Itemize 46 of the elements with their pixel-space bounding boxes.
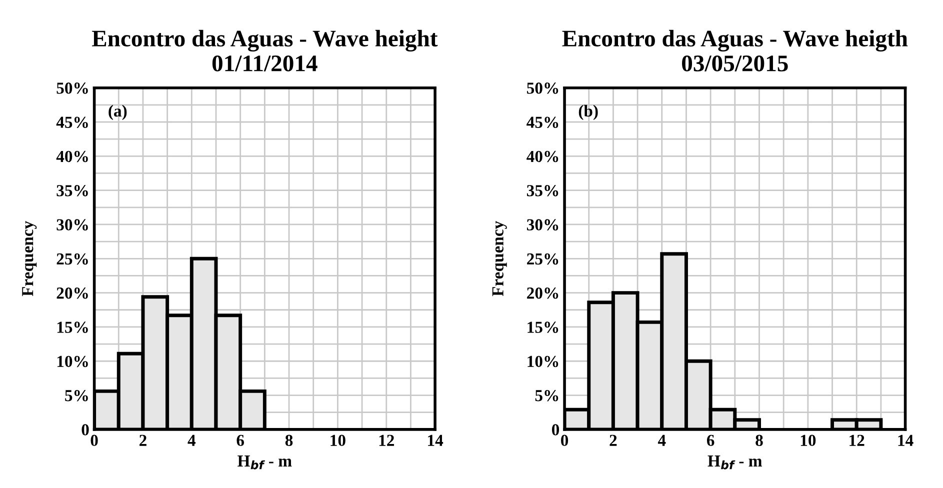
annotation: (b) — [578, 104, 598, 120]
x-tick-label: 14 — [898, 434, 914, 446]
y-tick-label: 50% — [56, 82, 88, 94]
x-tick-label: 12 — [850, 434, 864, 446]
y-tick-label: 35% — [526, 185, 558, 196]
y-tick-label: 40% — [526, 150, 558, 162]
y-tick-label: 10% — [528, 356, 558, 368]
y-tick-label: 10% — [57, 356, 88, 368]
y-tick-label: 15% — [57, 322, 88, 333]
y-tick-label: 25% — [56, 253, 88, 265]
annotation: (a) — [108, 104, 127, 120]
x-tick-label: 14 — [428, 434, 444, 446]
y-axis-title: Frequency — [492, 220, 507, 296]
y-tick-label: 20% — [527, 288, 558, 299]
chart-title: Encontro das Aguas - Wave heigth 03/05/2015 — [562, 30, 908, 72]
x-tick-label: 4 — [658, 434, 666, 446]
x-tick-label: 6 — [706, 434, 714, 446]
y-tick-label: 15% — [528, 322, 558, 333]
y-tick-label: 35% — [56, 185, 88, 196]
y-tick-label: 5% — [535, 390, 558, 402]
y-tick-label: 0 — [552, 424, 560, 436]
x-tick-label: 4 — [188, 434, 196, 446]
x-axis-title: H$_{bf}$ - m — [238, 456, 292, 470]
y-tick-label: 45% — [526, 116, 558, 128]
y-tick-label: 5% — [65, 390, 88, 402]
x-tick-label: 8 — [756, 434, 763, 446]
x-tick-label: 10 — [800, 434, 816, 446]
y-axis-title: Frequency — [22, 220, 37, 296]
y-tick-label: 50% — [527, 82, 558, 94]
x-tick-label: 0 — [561, 434, 568, 446]
y-tick-label: 45% — [56, 116, 88, 128]
y-tick-label: 20% — [56, 288, 88, 299]
y-tick-label: 30% — [526, 219, 558, 230]
x-axis-title: H$_{bf}$ - m — [708, 456, 762, 470]
y-tick-label: 0 — [82, 424, 89, 436]
x-tick-label: 2 — [610, 434, 617, 446]
x-tick-label: 10 — [330, 434, 346, 446]
x-tick-label: 8 — [285, 434, 293, 446]
y-tick-label: 25% — [527, 253, 558, 265]
x-tick-label: 0 — [90, 434, 98, 446]
x-tick-label: 6 — [236, 434, 244, 446]
x-tick-label: 12 — [379, 434, 394, 446]
y-tick-label: 30% — [56, 219, 88, 230]
x-tick-label: 2 — [140, 434, 146, 446]
y-tick-label: 40% — [56, 150, 88, 162]
chart-title: Encontro das Aguas - Wave height 01/11/2014 — [92, 30, 438, 72]
